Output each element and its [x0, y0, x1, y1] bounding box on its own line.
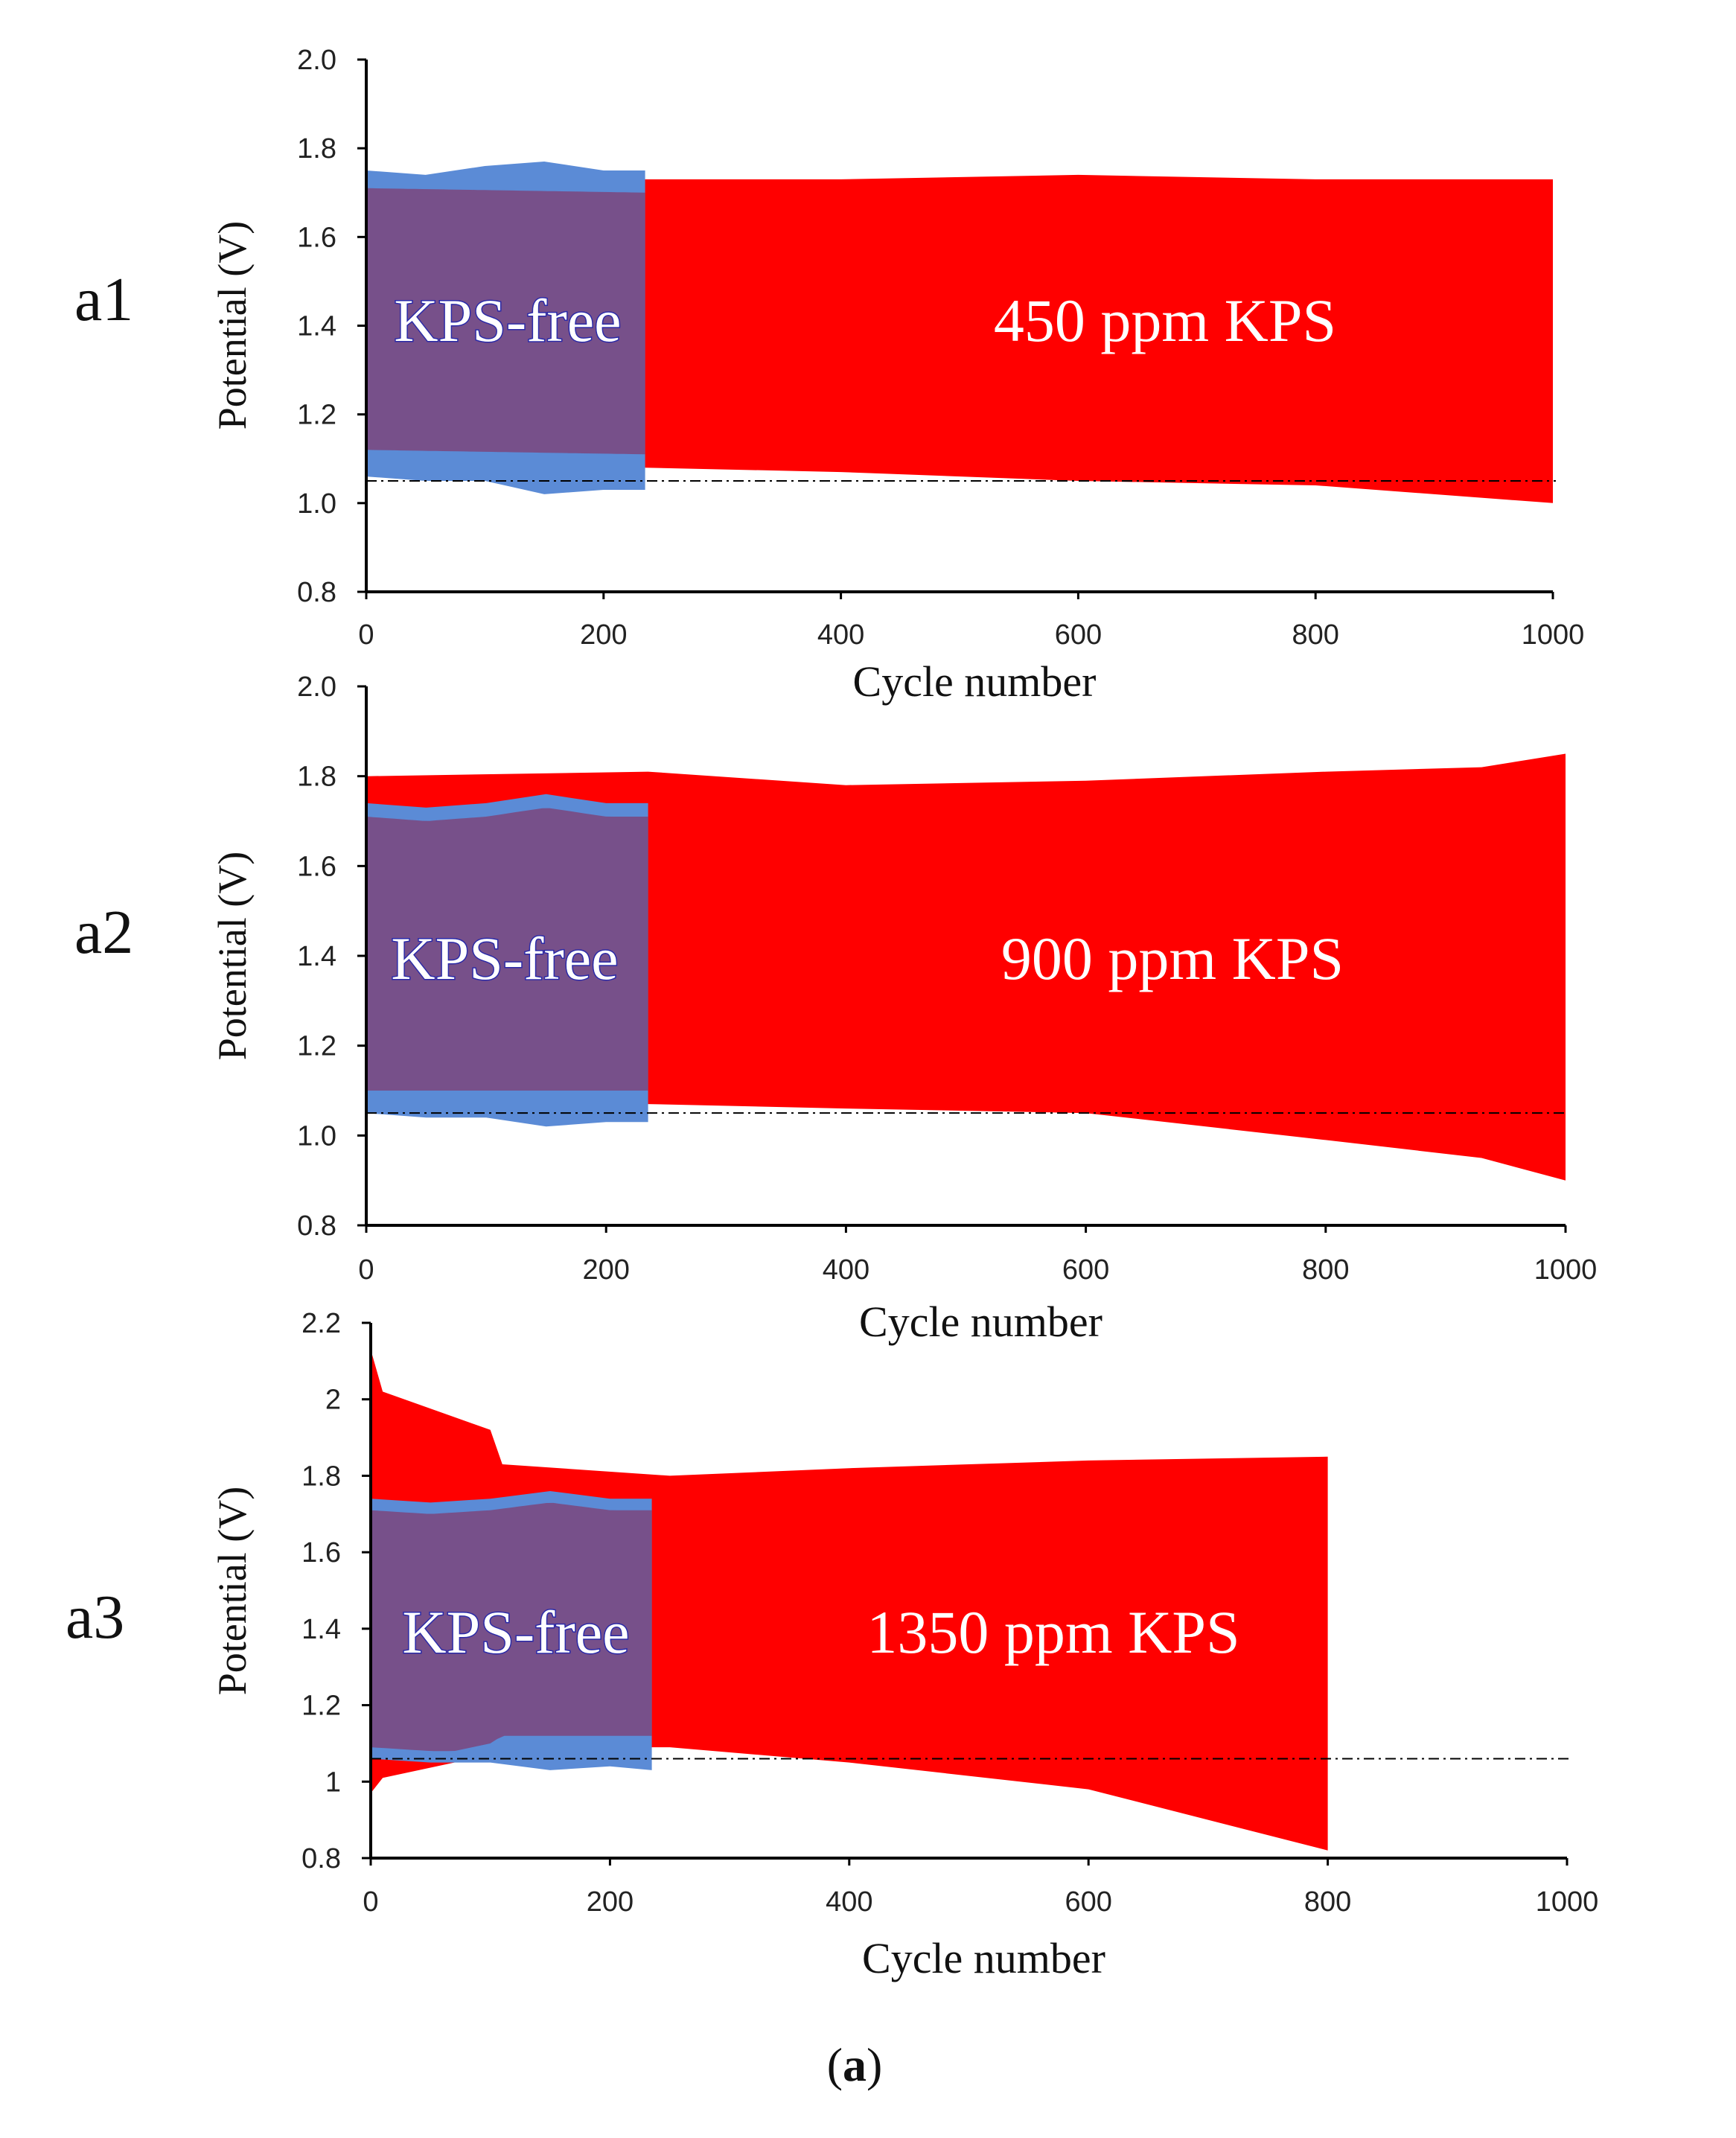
caption-open-paren: ( [827, 2038, 843, 2091]
kps-free-annotation: KPS-free [402, 1598, 629, 1666]
x-tick-label: 400 [817, 619, 864, 651]
y-tick-label: 1.2 [297, 400, 336, 431]
y-tick-label: 1.4 [297, 941, 336, 972]
y-tick-label: 1.6 [301, 1537, 341, 1569]
x-tick-label: 1000 [1534, 1254, 1598, 1286]
chart-panel-a3: 0.8 1 1.2 1.4 1.6 1.8 2 2.2 0 200 400 600 800 1000 Cyc… [66, 1308, 1598, 1982]
y-tick-label: 2.0 [297, 671, 336, 703]
chart-panel-a2: 0.8 1.0 1.2 1.4 1.6 1.8 2.0 0 200 400 600 800 1000 Cy… [74, 671, 1597, 1346]
x-tick-label: 800 [1302, 1254, 1349, 1286]
x-tick-label: 600 [1065, 1886, 1111, 1918]
kps-band [366, 753, 1566, 1181]
y-tick-label: 2.0 [297, 45, 336, 76]
x-tick-label: 1000 [1536, 1886, 1599, 1918]
x-tick-label: 800 [1292, 619, 1338, 651]
y-tick-label: 1.6 [297, 222, 336, 253]
x-axis-label: Cycle number [859, 1298, 1102, 1346]
y-tick-label: 1.8 [297, 762, 336, 793]
panel-tag: a1 [74, 265, 133, 334]
x-axis-label: Cycle number [862, 1934, 1105, 1982]
panel-tag: a2 [74, 898, 133, 967]
y-tick-label: 2.2 [301, 1308, 341, 1339]
kps-free-annotation: KPS-free [391, 925, 618, 992]
kps-concentration-annotation: 900 ppm KPS [1001, 925, 1344, 992]
x-tick-label: 200 [582, 1254, 629, 1286]
kps-concentration-annotation: 450 ppm KPS [994, 287, 1336, 354]
y-tick-label: 1.0 [297, 1120, 336, 1152]
y-tick-label: 2 [325, 1385, 341, 1416]
figure-caption: (a) [827, 2038, 883, 2091]
y-tick-label: 0.8 [297, 577, 336, 608]
x-axis-label: Cycle number [853, 657, 1097, 706]
y-tick-label: 1.6 [297, 851, 336, 882]
y-tick-label: 1 [325, 1767, 341, 1798]
x-tick-label: 0 [358, 1254, 374, 1286]
y-tick-label: 1.4 [297, 311, 336, 342]
chart-panel-a1: 0.8 1.0 1.2 1.4 1.6 1.8 2.0 0 200 400 600 800 1000 Cy… [74, 45, 1584, 706]
y-tick-label: 0.8 [301, 1843, 341, 1874]
y-tick-label: 1.2 [301, 1691, 341, 1722]
caption-close-paren: ) [867, 2038, 882, 2091]
overlap-band [366, 188, 645, 455]
x-tick-label: 0 [358, 619, 374, 651]
panel-tag: a3 [66, 1583, 124, 1652]
x-tick-label: 200 [580, 619, 627, 651]
kps-free-annotation: KPS-free [394, 287, 621, 354]
x-tick-label: 400 [826, 1886, 872, 1918]
x-tick-label: 400 [823, 1254, 869, 1286]
overlap-band [366, 808, 648, 1091]
x-tick-label: 0 [363, 1886, 378, 1918]
y-tick-label: 1.4 [301, 1614, 341, 1645]
y-axis-label: Potential (V) [210, 221, 255, 430]
x-tick-label: 600 [1062, 1254, 1109, 1286]
y-axis-label: Potential (V) [210, 852, 255, 1060]
caption-letter: a [843, 2038, 867, 2091]
y-tick-label: 1.2 [297, 1031, 336, 1062]
y-tick-label: 1.8 [301, 1461, 341, 1492]
kps-band [366, 174, 1553, 503]
x-tick-label: 200 [587, 1886, 634, 1918]
y-tick-label: 0.8 [297, 1210, 336, 1242]
x-tick-label: 1000 [1522, 619, 1585, 651]
y-tick-label: 1.0 [297, 488, 336, 520]
kps-concentration-annotation: 1350 ppm KPS [867, 1598, 1239, 1666]
overlap-band [371, 1502, 652, 1752]
x-tick-label: 800 [1304, 1886, 1351, 1918]
y-tick-label: 1.8 [297, 133, 336, 165]
y-axis-label: Potential (V) [210, 1487, 255, 1695]
x-tick-label: 600 [1055, 619, 1102, 651]
